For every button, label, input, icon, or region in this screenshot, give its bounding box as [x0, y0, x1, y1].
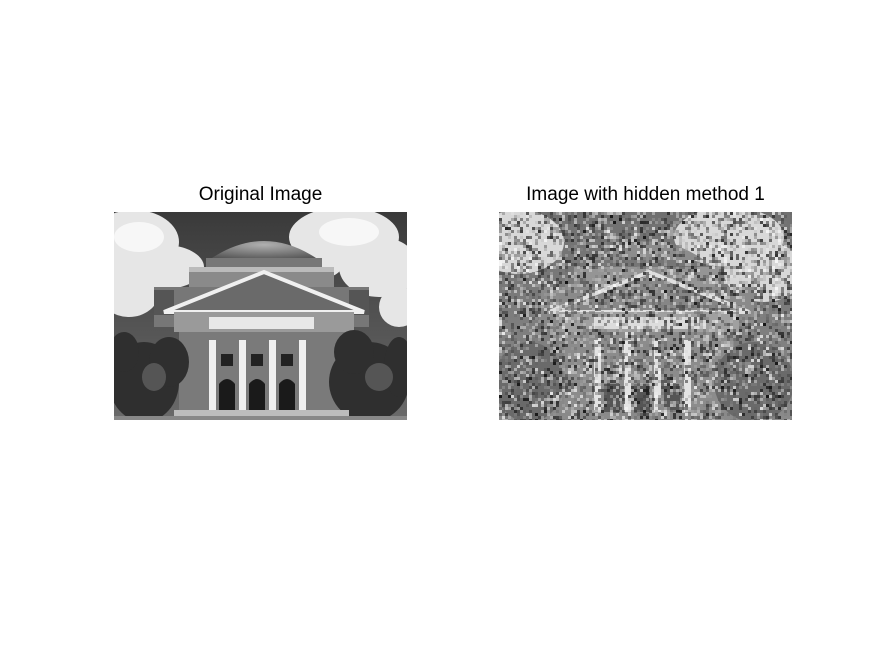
original-image-title: Original Image — [198, 184, 323, 205]
original-building-photo — [114, 212, 407, 420]
hidden-method-image-title: Image with hidden method 1 — [526, 184, 765, 205]
salt-pepper-noise — [499, 212, 792, 420]
hidden-method-image-panel: Image with hidden method 1 — [499, 184, 792, 420]
hidden-method-image — [499, 212, 792, 420]
original-image — [114, 212, 407, 420]
noisy-building-photo — [499, 212, 792, 420]
original-image-panel: Original Image — [114, 184, 407, 420]
